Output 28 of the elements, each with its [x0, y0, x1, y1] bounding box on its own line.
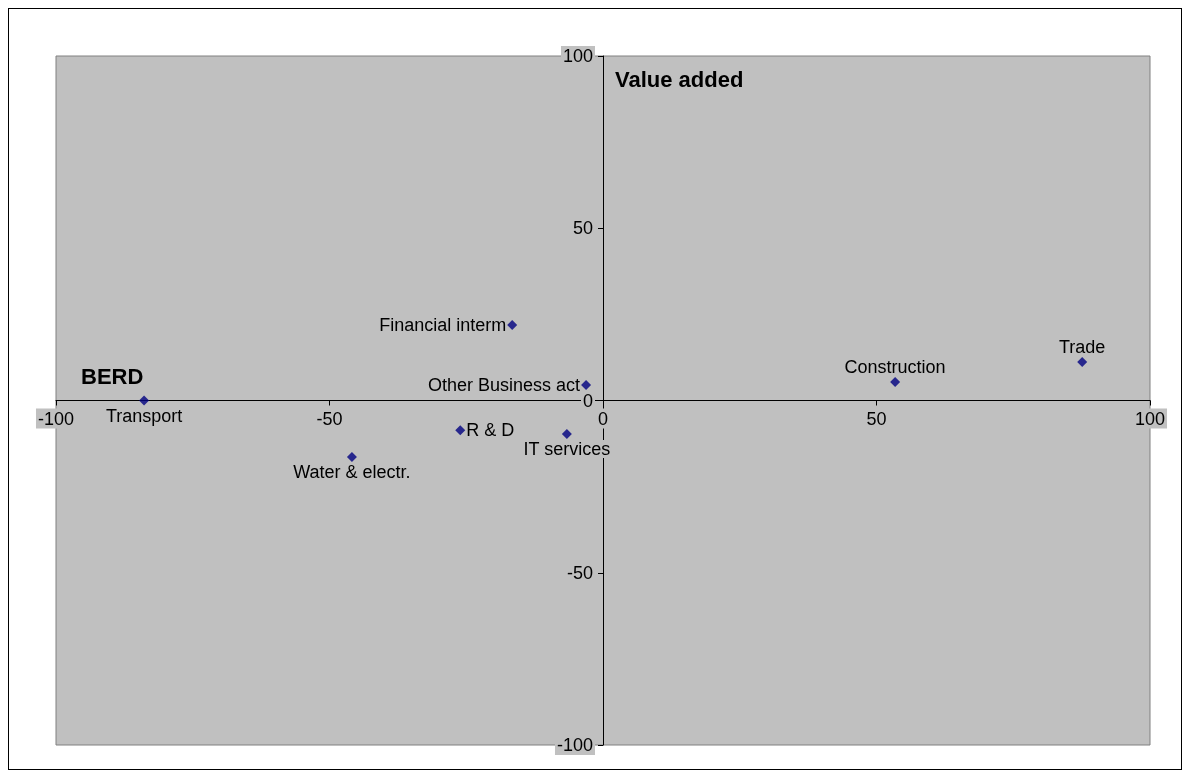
point: [455, 425, 466, 436]
y-axis-title: Value added: [615, 66, 744, 92]
annotation: Water & electr.: [293, 462, 411, 482]
x-axis-title: BERD: [81, 364, 144, 389]
x-tick-label: 50: [866, 408, 887, 429]
point: [581, 380, 592, 390]
y-tick-label: -100: [556, 735, 593, 755]
annotation: R & D: [466, 420, 515, 441]
point: [139, 395, 150, 406]
x-tick-label: -50: [316, 408, 343, 429]
y-tick-label: -50: [566, 562, 593, 583]
point: [507, 320, 518, 331]
x-tick-label: 100: [1134, 408, 1166, 429]
annotation: Transport: [105, 405, 183, 426]
annotation: Other Business act: [427, 375, 581, 395]
point: [1077, 356, 1088, 367]
y-tick-label: 0: [582, 390, 593, 411]
y-tick-label: 50: [572, 218, 593, 239]
annotation: Trade: [1058, 336, 1106, 357]
annotation: Financial interm: [379, 315, 507, 336]
point: [346, 452, 357, 462]
x-tick-label: -100: [37, 408, 75, 429]
point: [890, 376, 901, 387]
x-tick-label: 0: [597, 408, 609, 429]
annotation: Construction: [844, 356, 946, 377]
y-tick-label: 100: [562, 46, 593, 66]
annotation: IT services: [523, 438, 611, 459]
point: [561, 428, 572, 439]
